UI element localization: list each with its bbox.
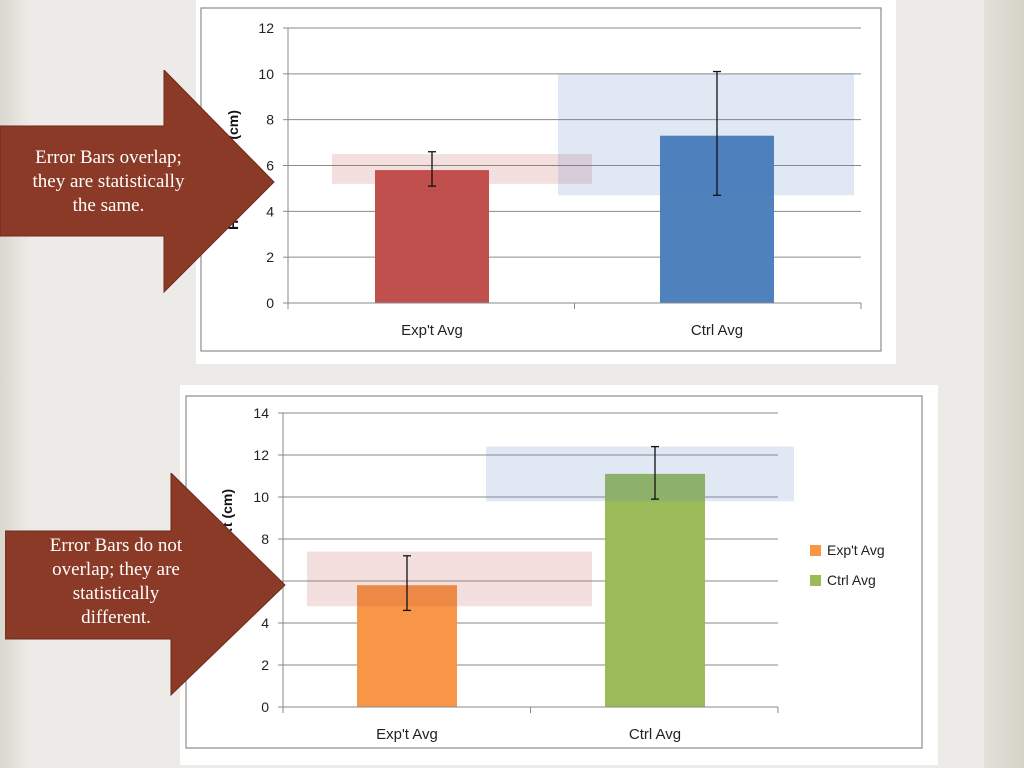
y-tick-label: 10 [258,66,274,82]
y-tick-label: 2 [261,657,269,673]
y-tick-label: 2 [266,249,274,265]
callout-arrow-no-overlap: Error Bars do not overlap; they are stat… [5,473,287,697]
x-category-label: Exp't Avg [376,726,438,743]
bar-ctrl-avg [605,473,705,707]
x-category-label: Ctrl Avg [691,322,743,339]
y-tick-label: 12 [253,447,269,463]
y-tick-label: 4 [266,203,274,219]
arrow-shape [0,70,275,294]
y-tick-label: 12 [258,20,274,36]
y-tick-label: 8 [266,112,274,128]
background-edge-right [984,0,1024,768]
callout-line: overlap; they are [52,559,180,580]
callout-line: different. [81,607,151,628]
y-tick-label: 8 [261,531,269,547]
error-range-band [486,446,794,502]
y-tick-label: 0 [261,699,269,715]
y-tick-label: 4 [261,615,269,631]
error-range-band [307,551,592,607]
x-category-label: Ctrl Avg [629,726,681,743]
legend-label: Exp't Avg [827,542,885,558]
callout-line: statistically [72,583,160,604]
error-range-band [558,73,854,196]
legend-swatch [810,575,821,586]
x-category-label: Exp't Avg [401,322,463,339]
legend-label: Ctrl Avg [827,572,876,588]
callout-line: Error Bars do not [49,535,183,556]
callout-line: the same. [72,195,145,216]
y-tick-label: 14 [253,405,269,421]
y-tick-label: 0 [266,295,274,311]
callout-line: Error Bars overlap; [35,147,182,168]
y-tick-label: 10 [253,489,269,505]
callout-arrow-overlap: Error Bars overlap; they are statistical… [0,70,276,294]
bar-expt-avg [375,170,489,303]
callout-line: they are statistically [32,171,185,192]
y-tick-label: 6 [266,158,274,174]
arrow-shape [5,473,286,697]
error-range-band [332,154,592,184]
legend-swatch [810,545,821,556]
